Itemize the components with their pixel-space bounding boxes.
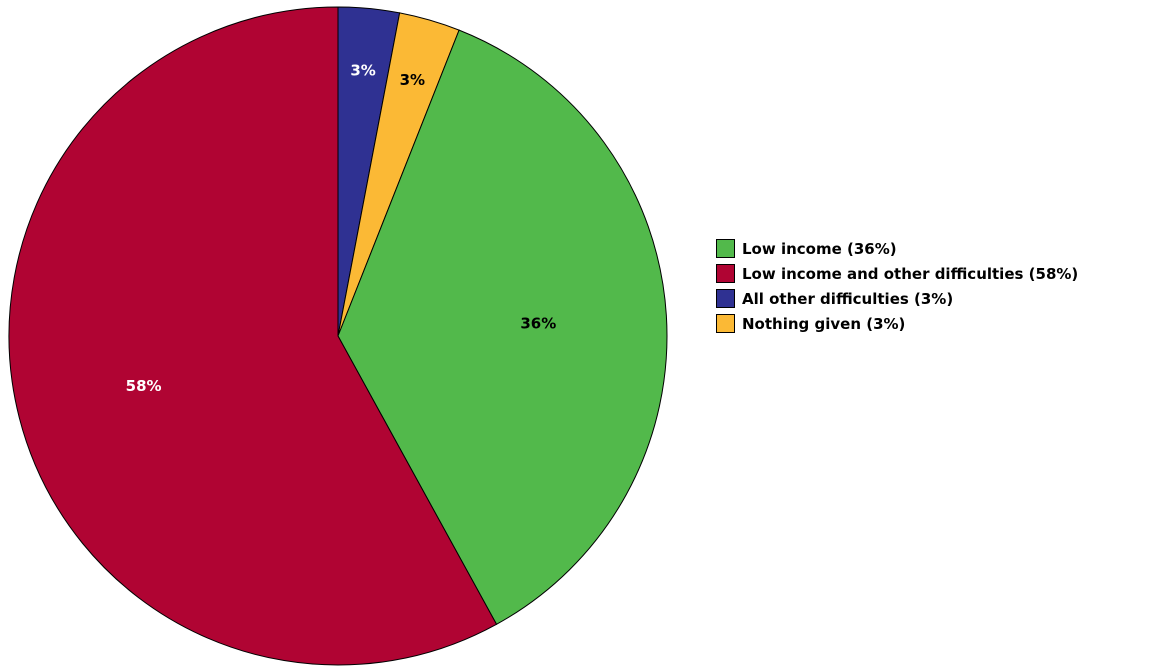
pie-label-1: 3% bbox=[400, 71, 425, 89]
legend-item-all-other: All other difficulties (3%) bbox=[716, 286, 1078, 311]
legend-label-nothing-given: Nothing given (3%) bbox=[742, 314, 906, 333]
pie-slice-2 bbox=[337, 29, 668, 625]
legend-swatch-low-income-and-other bbox=[716, 264, 735, 283]
legend-item-nothing-given: Nothing given (3%) bbox=[716, 311, 1078, 336]
pie-labels: 3% 3% 36% 58% bbox=[126, 62, 557, 395]
pie-label-2: 36% bbox=[520, 314, 556, 332]
pie-label-3: 58% bbox=[126, 377, 162, 395]
legend-item-low-income: Low income (36%) bbox=[716, 236, 1078, 261]
legend-swatch-all-other bbox=[716, 289, 735, 308]
legend-swatch-low-income bbox=[716, 239, 735, 258]
legend-label-all-other: All other difficulties (3%) bbox=[742, 289, 954, 308]
pie-label-0: 3% bbox=[350, 62, 375, 80]
legend-item-low-income-and-other: Low income and other difficulties (58%) bbox=[716, 261, 1078, 286]
legend-label-low-income-and-other: Low income and other difficulties (58%) bbox=[742, 264, 1079, 283]
legend-label-low-income: Low income (36%) bbox=[742, 239, 897, 258]
pie-chart: 3% 3% 36% 58% bbox=[8, 6, 668, 666]
legend-swatch-nothing-given bbox=[716, 314, 735, 333]
legend: Low income (36%) Low income and other di… bbox=[716, 236, 1078, 336]
pie-slices bbox=[8, 6, 668, 666]
pie-slice-3 bbox=[8, 6, 498, 666]
